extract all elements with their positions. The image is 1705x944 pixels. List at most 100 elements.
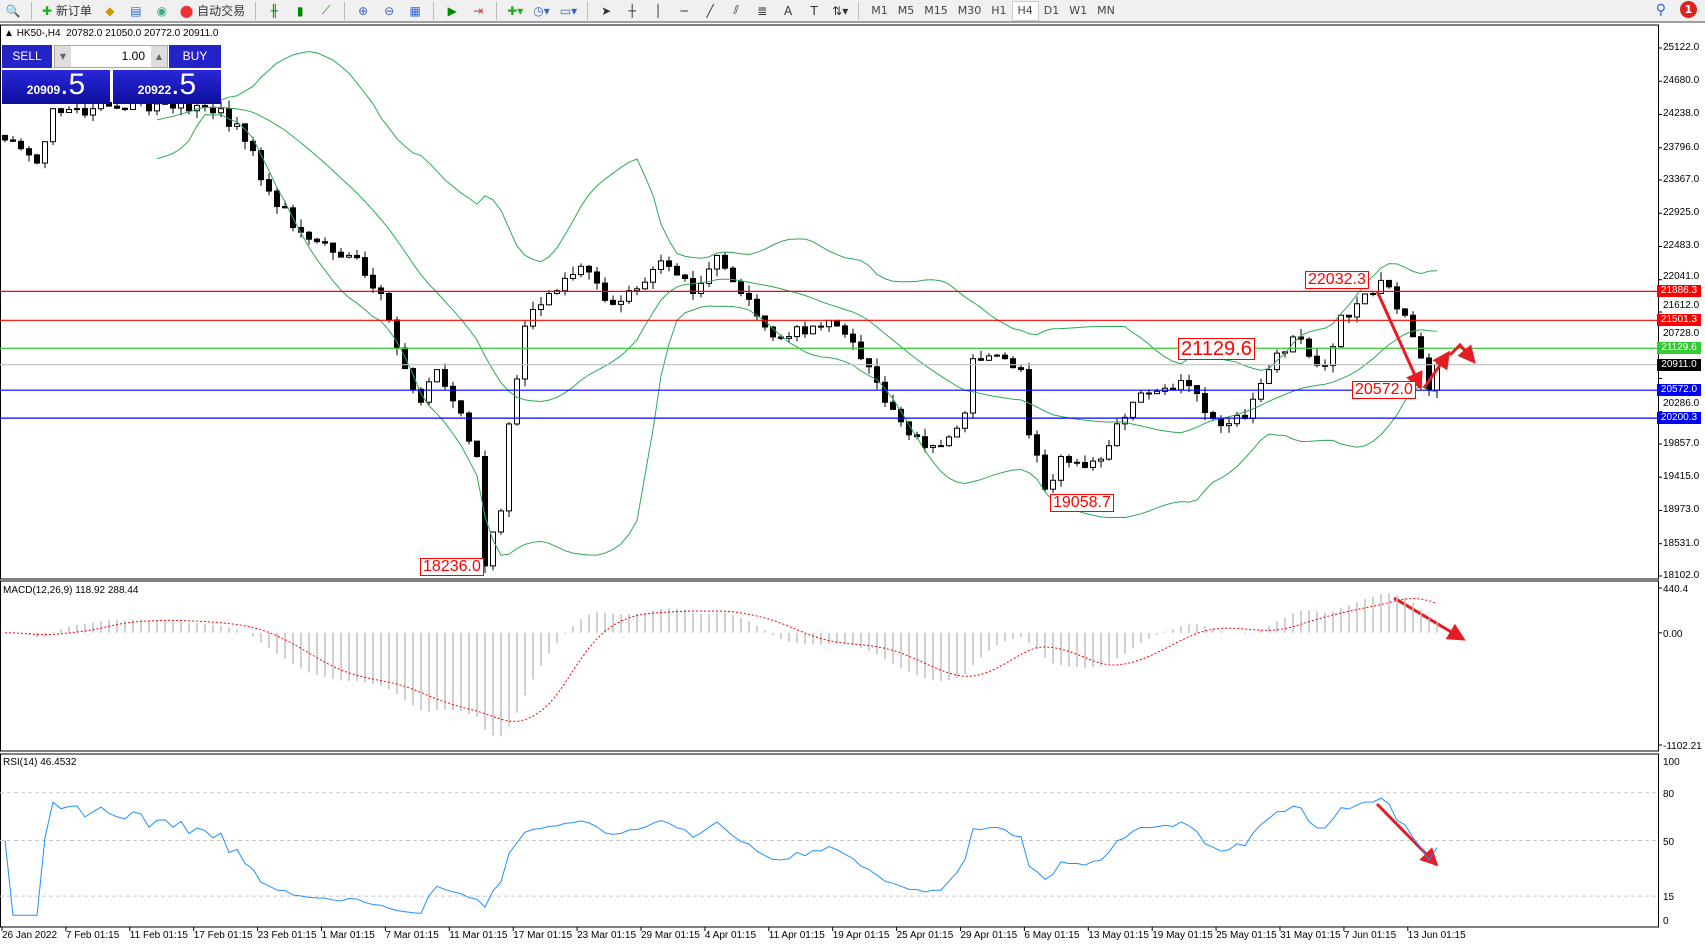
auto-trading-label: 自动交易 [197, 4, 246, 18]
candle-bull [1258, 382, 1264, 400]
zoom-out-icon[interactable]: ⊖ [384, 3, 395, 18]
candle-bear [1386, 279, 1392, 288]
arrows-icon[interactable]: ⇅▾ [832, 3, 849, 18]
signals-icon[interactable]: ◉ [156, 3, 168, 18]
rsi-label: RSI(14) 46.4532 [3, 757, 77, 768]
fibonacci-icon[interactable]: ≣ [757, 3, 768, 18]
candle-bull [74, 108, 80, 111]
timeframe-m15[interactable]: M15 [924, 4, 948, 17]
trendline-icon[interactable]: ╱ [706, 3, 714, 18]
time-axis-label: 31 May 01:15 [1280, 930, 1341, 941]
horizontal-line-icon[interactable]: ─ [680, 3, 688, 18]
candle-bull [50, 108, 56, 143]
rsi-axis-label: 15 [1663, 892, 1675, 904]
candle-bear [1066, 456, 1072, 463]
timeframe-h4[interactable]: H4 [1011, 0, 1039, 21]
rsi-axis-label: 0 [1663, 916, 1669, 927]
candle-bear [682, 274, 688, 279]
candle-bear [282, 206, 288, 209]
candle-bear [362, 257, 368, 276]
chart-shift-icon[interactable]: ⇥ [473, 3, 484, 18]
level-price-label: 21501.3 [1657, 314, 1701, 327]
buy-button[interactable]: BUY [169, 45, 221, 68]
candle-bear [770, 326, 776, 338]
bar-chart-icon[interactable]: ╫ [270, 3, 278, 18]
time-axis-label: 11 Mar 01:15 [449, 930, 508, 941]
candle-bull [626, 290, 632, 302]
line-chart-icon[interactable]: ⟋ [321, 3, 331, 17]
candle-bull [618, 300, 624, 305]
increase-lots-button[interactable]: ▲ [151, 46, 167, 67]
candle-bull [634, 288, 640, 292]
rsi-axis-label: 100 [1663, 757, 1680, 768]
timeframe-m5[interactable]: M5 [897, 4, 915, 17]
decrease-lots-button[interactable]: ▼ [55, 46, 71, 67]
terminal-icon[interactable]: ▤ [130, 3, 142, 18]
sell-price[interactable]: 20909.5 [2, 70, 110, 104]
timeframe-h1[interactable]: H1 [991, 4, 1007, 17]
auto-trading-button[interactable]: ⬤ 自动交易 [177, 1, 248, 21]
auto-trading-icon: ⬤ [179, 3, 194, 18]
timeframe-m1[interactable]: M1 [871, 4, 888, 17]
tile-windows-icon[interactable]: ▦ [409, 3, 421, 18]
candle-bear [1410, 314, 1416, 338]
periods-icon[interactable]: ◷▾ [533, 3, 550, 18]
candle-bear [418, 388, 424, 403]
divider [255, 1, 257, 20]
buy-price[interactable]: 20922.5 [113, 70, 221, 104]
templates-icon[interactable]: ▭▾ [559, 3, 578, 18]
candle-bull [522, 325, 528, 380]
lots-input[interactable]: 1.00 [121, 49, 145, 63]
crosshair-icon[interactable]: ┼ [628, 3, 636, 18]
candle-bull [1290, 336, 1296, 353]
time-axis-label: 17 Feb 01:15 [193, 930, 253, 941]
candle-bull [1050, 479, 1056, 490]
equidistant-channel-icon[interactable]: ⫽ [733, 3, 739, 17]
candle-bear [666, 260, 672, 267]
bollinger-lower [156, 114, 1438, 556]
macd-signal-line [4, 598, 1438, 722]
notifications-badge[interactable]: 1 [1680, 1, 1697, 18]
navigator-icon[interactable]: ◆ [105, 3, 115, 18]
timeframe-d1[interactable]: D1 [1043, 4, 1060, 17]
buy-price-fraction: .5 [171, 68, 197, 101]
timeframe-w1[interactable]: W1 [1069, 4, 1088, 17]
macd-axis-label: -1102.21 [1663, 741, 1702, 753]
candle-bull [826, 319, 832, 328]
candlestick-icon[interactable]: ▮ [296, 3, 304, 18]
toolbar-right: ⚲ 1 [1656, 1, 1697, 18]
timeframe-m30[interactable]: M30 [957, 4, 982, 17]
candle-bull [90, 108, 96, 116]
zoom-in-icon[interactable]: ⊕ [358, 3, 369, 18]
vertical-line-icon[interactable]: │ [654, 3, 662, 18]
candle-bear [226, 108, 232, 127]
candle-bear [210, 106, 216, 114]
new-order-button[interactable]: ✚ 新订单 [39, 1, 95, 21]
candle-bull [650, 268, 656, 283]
candle-bear [1170, 387, 1176, 391]
divider [344, 1, 346, 20]
candle-bear [818, 325, 824, 328]
close-value: 20911.0 [182, 28, 219, 39]
price-plot [2, 51, 1440, 573]
cursor-icon[interactable]: ➤ [601, 3, 612, 18]
text-icon[interactable]: A [784, 3, 793, 18]
search-icon[interactable]: ⚲ [1655, 1, 1666, 18]
candle-bear [834, 319, 840, 327]
auto-scroll-icon[interactable]: ▶ [447, 3, 457, 18]
candle-bear [858, 341, 864, 360]
candle-bear [410, 368, 416, 390]
candle-bear [58, 108, 64, 114]
candle-bear [1218, 417, 1224, 427]
text-label-icon[interactable]: T [810, 3, 818, 18]
candle-bear [746, 292, 752, 300]
indicators-icon[interactable]: ✚▾ [507, 3, 524, 18]
zoom-icon[interactable]: 🔍 [5, 3, 21, 18]
price-annotation: 20572.0 [1352, 381, 1416, 399]
sell-button[interactable]: SELL [2, 45, 52, 68]
timeframe-mn[interactable]: MN [1097, 4, 1115, 17]
divider [587, 1, 589, 20]
candle-bull [658, 260, 664, 270]
candle-bear [890, 401, 896, 410]
